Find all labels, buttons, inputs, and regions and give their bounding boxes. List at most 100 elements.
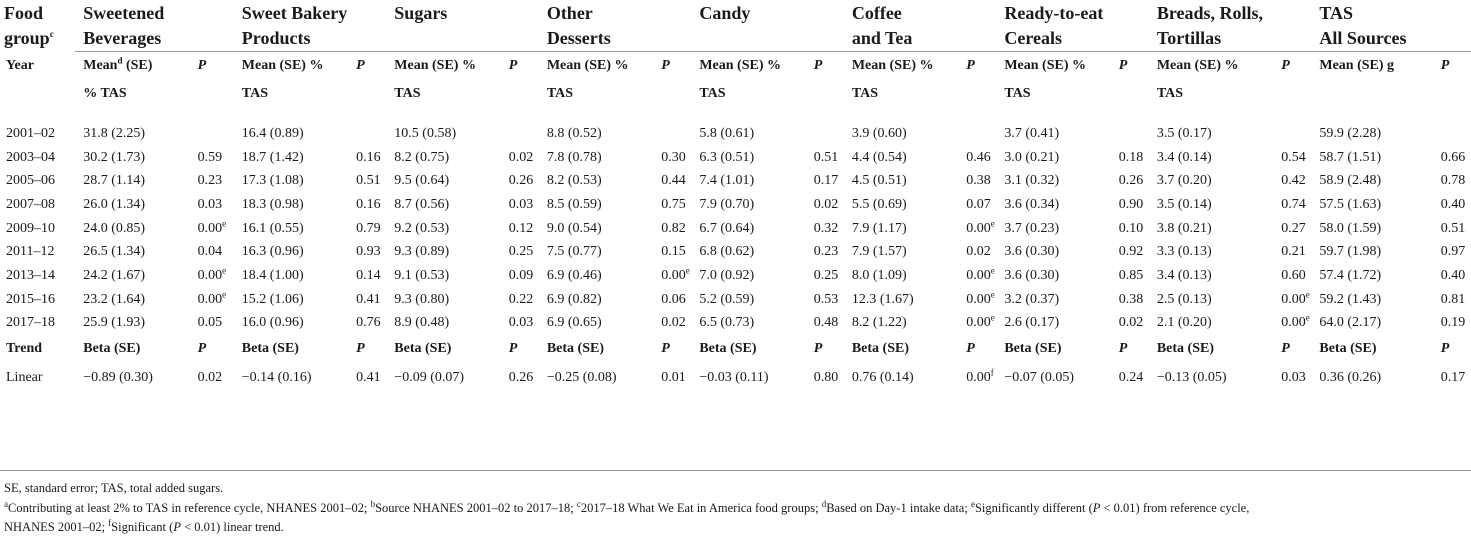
table-row: 2009–10 24.0 (0.85) 0.00e 16.1 (0.55) 0.79 9.…	[0, 217, 1471, 241]
mean-label: Mean (SE) %	[851, 58, 934, 73]
p-value: 0.21	[1281, 244, 1306, 260]
mean-label: Mean (SE) %	[1156, 58, 1239, 73]
p-value: 0.93	[356, 244, 381, 260]
year-cell: 2015–16	[6, 291, 55, 307]
footnote-marker: c	[576, 498, 581, 509]
mean-label-line2: TAS	[546, 86, 574, 101]
table-row: 2017–18 25.9 (1.93) 0.05 16.0 (0.96) 0.76 8.9…	[0, 312, 1471, 336]
mean-value: 3.8 (0.21)	[1156, 220, 1212, 236]
mean-value: 16.3 (0.96)	[241, 244, 304, 260]
mean-value: 6.8 (0.62)	[699, 244, 755, 260]
group-header-4: Other Desserts	[538, 0, 692, 52]
p-header: P	[813, 58, 823, 73]
mean-value: 0.36 (0.26)	[1319, 370, 1382, 386]
food-group-label: Food groupc	[4, 3, 54, 48]
p-value: 0.76	[356, 315, 381, 331]
mean-value: 16.1 (0.55)	[241, 220, 304, 236]
subheader-row: Year Meand (SE) % TAS P Mean (SE) % TAS P Mean…	[0, 52, 1471, 109]
p-value: 0.44	[661, 173, 686, 189]
mean-value: 9.2 (0.53)	[394, 220, 450, 236]
mean-value: 7.0 (0.92)	[699, 267, 755, 283]
mean-value: 3.2 (0.37)	[1004, 291, 1060, 307]
p-value: 0.26	[1118, 173, 1144, 189]
significance-mark: e	[990, 265, 995, 276]
year-cell: 2009–10	[6, 220, 55, 236]
mean-value: 58.7 (1.51)	[1319, 149, 1382, 165]
table-row: 2007–08 26.0 (1.34) 0.03 18.3 (0.98) 0.16 8.7…	[0, 193, 1471, 217]
significance-mark: e	[990, 289, 995, 299]
beta-header: Beta (SE)	[1319, 341, 1377, 357]
p-value: 0.10	[1118, 220, 1144, 236]
beta-header: Beta (SE)	[394, 341, 452, 357]
p-value: 0.26	[508, 370, 534, 386]
group-name-line1: Sweetened	[83, 3, 165, 23]
p-value	[1115, 122, 1149, 146]
mean-value: 3.4 (0.14)	[1156, 149, 1212, 165]
sugar-sources-table: Food groupc Sweetened Beverages Sweet Bake…	[0, 0, 1471, 386]
footnote-text: Significantly different (	[974, 501, 1093, 515]
p-header: P	[356, 341, 365, 357]
trend-header-row: Trend Beta (SE) P Beta (SE) P Beta (SE) P Beta …	[0, 335, 1471, 363]
footnote-text: Based on Day-1 intake data;	[826, 501, 971, 515]
mean-header: Mean (SE) % TAS	[996, 52, 1114, 109]
p-value: 0.00e	[966, 312, 995, 331]
p-header: P	[1281, 341, 1290, 357]
p-value: 0.25	[813, 267, 839, 283]
p-value: 0.51	[1440, 220, 1466, 236]
p-value: 0.06	[661, 291, 686, 307]
mean-value: 57.4 (1.72)	[1319, 267, 1382, 283]
mean-label-line2: TAS	[1156, 86, 1184, 101]
mean-value: −0.03 (0.11)	[699, 370, 769, 386]
mean-value: 59.9 (2.28)	[1319, 125, 1382, 141]
mean-value: 9.0 (0.54)	[546, 220, 602, 236]
group-header-6: Coffee and Tea	[843, 0, 997, 52]
p-value: 0.26	[508, 173, 534, 189]
p-value: 0.82	[661, 220, 686, 236]
p-value: 0.79	[356, 220, 381, 236]
mean-label-line2: TAS	[394, 86, 421, 101]
mean-value: −0.14 (0.16)	[241, 370, 312, 386]
mean-value: 3.7 (0.23)	[1004, 220, 1060, 236]
beta-header: Beta (SE)	[699, 341, 757, 357]
mean-value: −0.07 (0.05)	[1004, 370, 1075, 386]
year-cell: 2017–18	[6, 315, 55, 331]
p-value: 0.07	[966, 196, 991, 212]
p-value: 0.12	[508, 220, 534, 236]
p-value: 0.75	[661, 196, 686, 212]
mean-value: 7.8 (0.78)	[546, 149, 602, 165]
group-header-row: Food groupc Sweetened Beverages Sweet Bake…	[0, 0, 1471, 52]
mean-value: 26.0 (1.34)	[83, 196, 146, 212]
p-value: 0.00e	[966, 289, 995, 307]
mean-value: 5.8 (0.61)	[699, 125, 755, 141]
mean-value: 31.8 (2.25)	[83, 125, 146, 141]
significance-mark: f	[990, 367, 994, 378]
group-name-line1: TAS	[1319, 3, 1354, 23]
group-header-2: Sweet Bakery Products	[233, 0, 387, 52]
significance-mark: e	[685, 265, 690, 276]
footnote-text: Source NHANES 2001–02 to 2017–18;	[375, 501, 577, 515]
p-value: 0.40	[1440, 267, 1466, 283]
table-row: 2001–02 31.8 (2.25) 16.4 (0.89) 10.5 (0.58)…	[0, 122, 1471, 146]
mean-sup: d	[117, 55, 123, 66]
year-cell: 2013–14	[6, 267, 55, 283]
mean-value: 18.3 (0.98)	[241, 196, 304, 212]
mean-label-rest: (SE)	[122, 58, 153, 73]
p-header: P	[197, 58, 207, 73]
mean-value: 8.7 (0.56)	[394, 196, 450, 212]
trend-label: Trend	[6, 341, 43, 357]
p-header: P	[1118, 341, 1128, 357]
p-header: P	[1118, 58, 1128, 73]
p-value: 0.25	[508, 244, 534, 260]
p-value: 0.02	[813, 196, 839, 212]
mean-value: 6.7 (0.64)	[699, 220, 755, 236]
mean-value: 3.5 (0.14)	[1156, 196, 1212, 212]
significance-mark: e	[990, 217, 995, 228]
significance-mark: e	[990, 312, 995, 323]
beta-header: Beta (SE)	[851, 341, 909, 357]
mean-value: 3.6 (0.34)	[1004, 196, 1060, 212]
mean-value: 2.6 (0.17)	[1004, 315, 1060, 331]
mean-value: 2.5 (0.13)	[1156, 291, 1212, 307]
mean-value: 59.2 (1.43)	[1319, 291, 1382, 307]
mean-value: 28.7 (1.14)	[83, 173, 146, 189]
p-value: 0.03	[1281, 370, 1306, 386]
